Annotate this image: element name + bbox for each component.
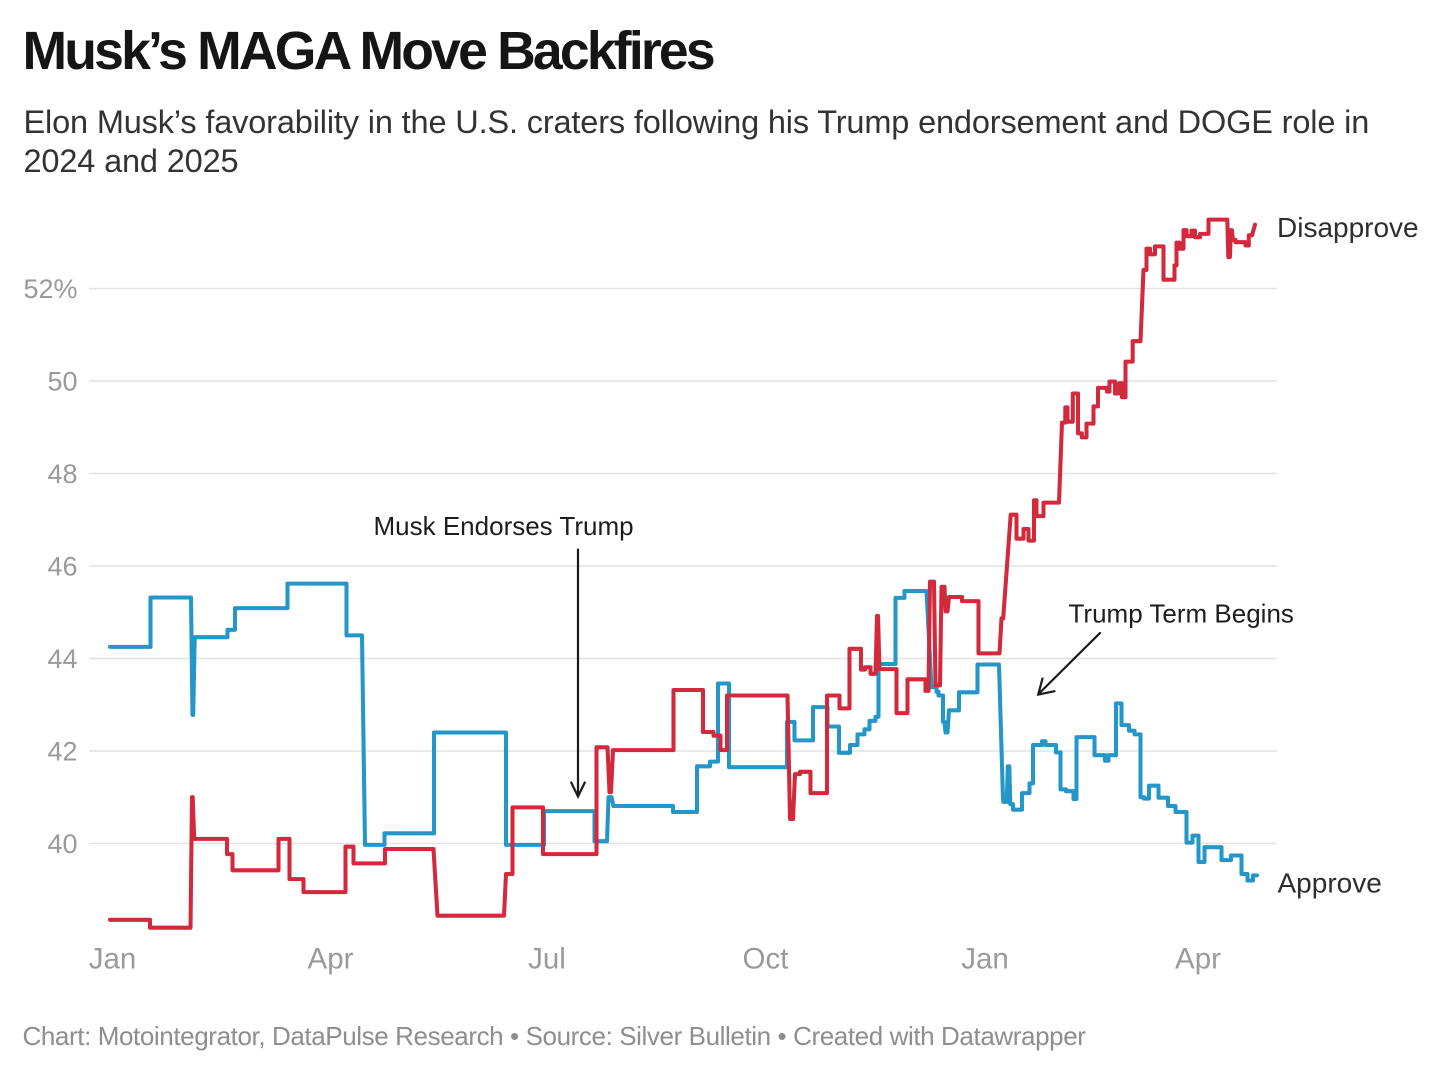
svg-text:40: 40 bbox=[47, 829, 77, 859]
svg-text:48: 48 bbox=[47, 459, 77, 489]
svg-text:Jan: Jan bbox=[89, 943, 137, 976]
svg-text:Trump Term Begins: Trump Term Begins bbox=[1069, 599, 1294, 629]
svg-text:50: 50 bbox=[47, 367, 77, 397]
svg-text:Disapprove: Disapprove bbox=[1277, 212, 1419, 243]
svg-text:Jan: Jan bbox=[961, 943, 1009, 976]
svg-text:Approve: Approve bbox=[1278, 868, 1382, 899]
svg-text:Apr: Apr bbox=[308, 943, 354, 976]
svg-text:Apr: Apr bbox=[1175, 943, 1221, 976]
svg-text:42: 42 bbox=[47, 737, 77, 767]
svg-text:46: 46 bbox=[47, 552, 77, 582]
svg-text:44: 44 bbox=[47, 644, 77, 674]
svg-text:Oct: Oct bbox=[743, 943, 789, 976]
svg-text:Musk Endorses Trump: Musk Endorses Trump bbox=[374, 511, 634, 541]
svg-text:Jul: Jul bbox=[528, 943, 566, 976]
svg-text:52%: 52% bbox=[23, 274, 77, 304]
